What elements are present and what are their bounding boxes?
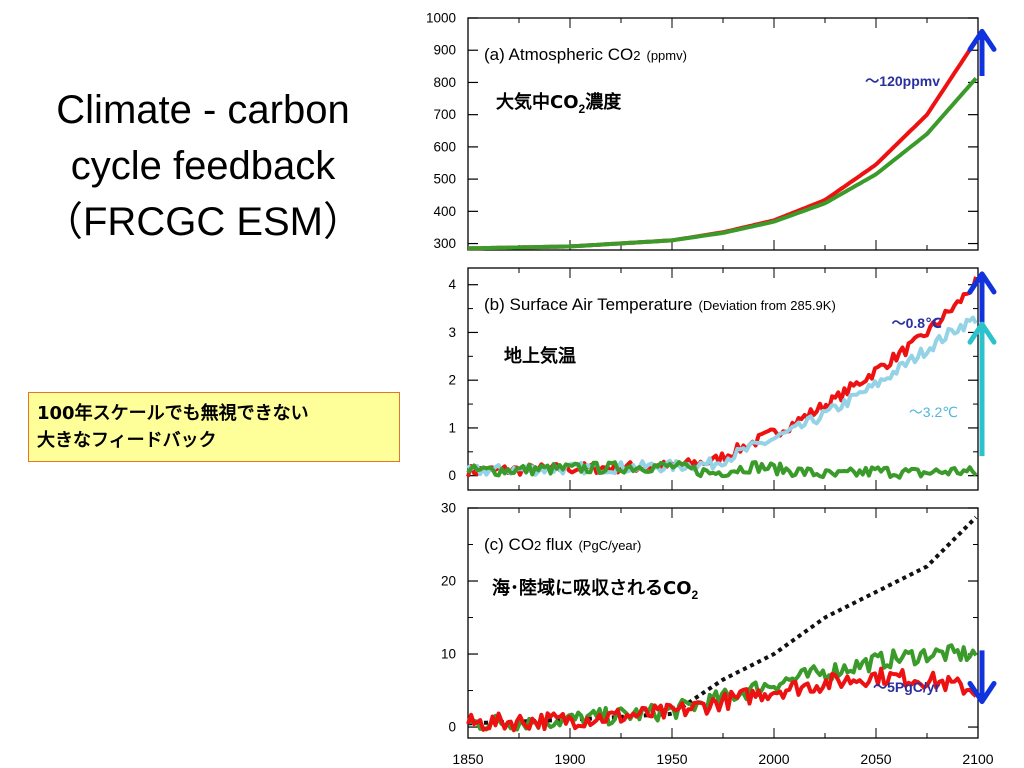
y-tick-label: 0 bbox=[448, 720, 456, 735]
co2-difference-label: ～120ppmv bbox=[865, 73, 940, 89]
x-tick-label: 1950 bbox=[656, 751, 687, 767]
slide-title-line-1: Climate - carbon bbox=[56, 88, 350, 132]
jp-label: 大気中CO2濃度 bbox=[496, 91, 622, 116]
y-tick-label: 500 bbox=[433, 172, 456, 187]
y-tick-label: 30 bbox=[441, 501, 456, 516]
slide-title: Climate - carbon cycle feedback （FRCGC E… bbox=[18, 82, 388, 250]
panel-title: (a) Atmospheric CO2 (ppmv) bbox=[484, 45, 687, 64]
panel-b: 0 1 2 3 4 (b) Surface Air Temperature (Deviati… bbox=[448, 267, 997, 491]
slide-title-line-2: cycle feedback bbox=[70, 144, 336, 188]
y-tick-label: 3 bbox=[448, 325, 456, 340]
y-tick-label: 20 bbox=[441, 574, 456, 589]
note-line-1: 100年スケールでも無視できない bbox=[37, 403, 309, 424]
y-tick-label: 400 bbox=[433, 204, 456, 219]
series-line-green bbox=[467, 643, 978, 732]
series-line-red bbox=[467, 39, 978, 251]
panel-title: (c) CO2 flux (PgC/year) bbox=[484, 535, 641, 554]
arrow-head-up bbox=[967, 28, 997, 52]
slide-title-line-3: （FRCGC ESM） bbox=[43, 200, 363, 244]
series-line-red bbox=[466, 666, 978, 733]
x-tick-label: 1850 bbox=[452, 751, 483, 767]
y-tick-label: 4 bbox=[448, 277, 456, 292]
arrow-head-up bbox=[967, 271, 997, 295]
series-line-green bbox=[467, 76, 978, 251]
note-box: 100年スケールでも無視できない 大きなフィードバック bbox=[28, 392, 400, 462]
series-line-green bbox=[466, 460, 978, 480]
y-tick-label: 600 bbox=[433, 139, 456, 154]
temp-feedback-label: ～0.8℃ bbox=[892, 315, 942, 331]
temp-rise-label: ～3.2℃ bbox=[909, 404, 958, 420]
y-tick-label: 900 bbox=[433, 43, 456, 58]
x-tick-label: 2100 bbox=[962, 751, 993, 767]
y-tick-label: 1 bbox=[448, 420, 456, 435]
y-tick-label: 0 bbox=[448, 468, 456, 483]
arrow-head-up bbox=[967, 321, 997, 345]
y-tick-label: 800 bbox=[433, 75, 456, 90]
panel-c: 0 10 20 30 (c) CO2 flux (PgC/year) 海･陸域に吸収されるC… bbox=[441, 501, 997, 739]
x-tick-label: 2050 bbox=[860, 751, 891, 767]
jp-label: 海･陸域に吸収されるCO2 bbox=[492, 577, 699, 602]
arrow-head-down bbox=[967, 680, 997, 704]
note-line-2: 大きなフィードバック bbox=[37, 430, 217, 451]
y-tick-label: 1000 bbox=[426, 11, 456, 26]
panel-title: (b) Surface Air Temperature (Deviation fr… bbox=[484, 295, 836, 314]
y-tick-label: 300 bbox=[433, 236, 456, 251]
panel-a: 300 400 500 600 700 800 900 1000 (a) Atmospheric… bbox=[426, 11, 997, 251]
x-tick-label: 1900 bbox=[554, 751, 585, 767]
flux-difference-label: ～5PgC/yr bbox=[873, 679, 940, 695]
y-tick-label: 700 bbox=[433, 107, 456, 122]
y-tick-label: 10 bbox=[441, 647, 456, 662]
series-line-light_blue bbox=[466, 315, 978, 477]
x-tick-label: 2000 bbox=[758, 751, 789, 767]
series-line-black_dotted bbox=[467, 515, 978, 726]
jp-label: 地上気温 bbox=[504, 345, 576, 367]
y-tick-label: 2 bbox=[448, 373, 456, 388]
